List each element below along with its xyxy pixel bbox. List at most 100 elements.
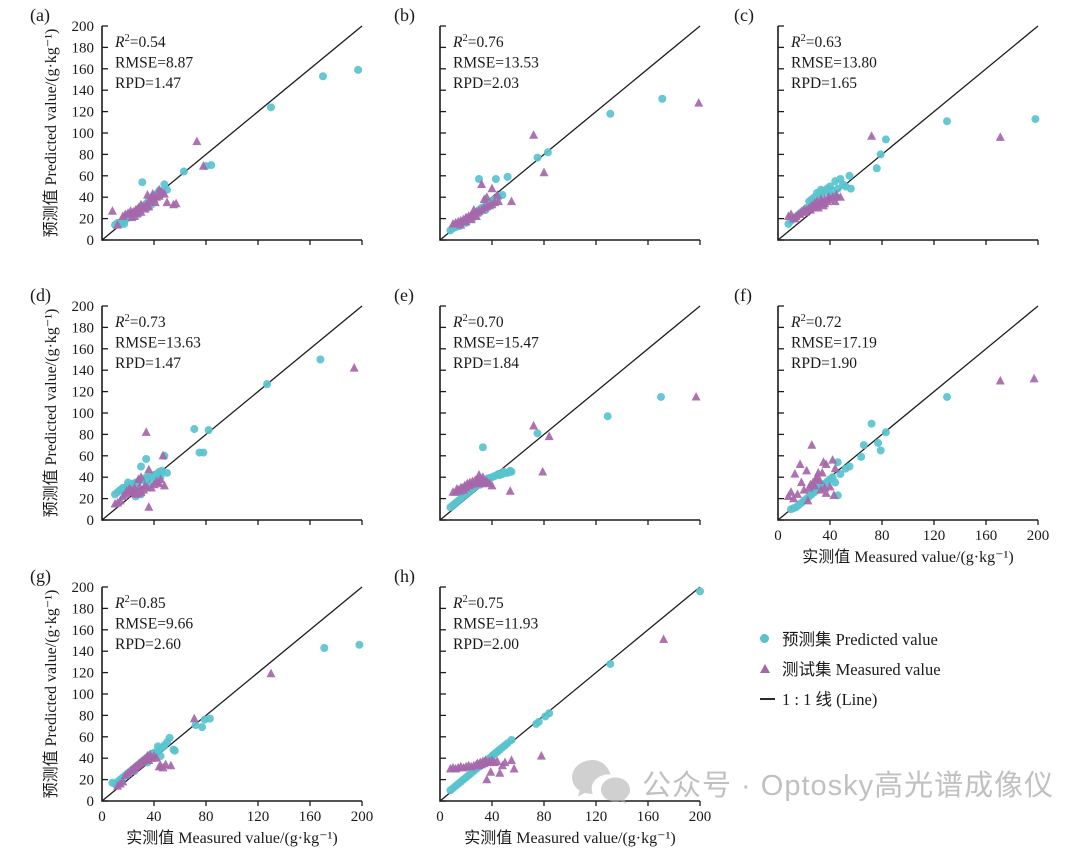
svg-text:0: 0 bbox=[87, 233, 95, 249]
stats-annotation: R2=0.75 RMSE=11.93 RPD=2.00 bbox=[452, 594, 539, 653]
panel-f: (f) 0 40 80 120 160 200 实测值 Measured value/(g·… bbox=[716, 280, 1075, 566]
svg-text:200: 200 bbox=[72, 580, 95, 596]
svg-text:60: 60 bbox=[79, 449, 94, 465]
measured-points bbox=[445, 634, 669, 784]
svg-text:160: 160 bbox=[975, 528, 998, 544]
panel-g: (g) 0 20 40 60 80 100 120 140 160 180 200 0 40 80 120 1… bbox=[0, 561, 373, 847]
svg-text:R2=0.85: R2=0.85 bbox=[114, 594, 166, 612]
svg-text:80: 80 bbox=[875, 528, 890, 544]
svg-text:200: 200 bbox=[72, 19, 95, 35]
svg-text:RMSE=15.47: RMSE=15.47 bbox=[453, 335, 539, 352]
svg-text:160: 160 bbox=[299, 809, 322, 825]
svg-text:80: 80 bbox=[79, 427, 94, 443]
svg-text:120: 120 bbox=[247, 809, 270, 825]
svg-text:120: 120 bbox=[72, 385, 95, 401]
legend-label: 测试集 Measured value bbox=[782, 660, 941, 679]
svg-text:180: 180 bbox=[72, 40, 95, 56]
measured-points bbox=[110, 363, 359, 511]
svg-text:R2=0.63: R2=0.63 bbox=[790, 33, 842, 51]
svg-text:R2=0.70: R2=0.70 bbox=[452, 313, 504, 331]
svg-text:40: 40 bbox=[823, 528, 838, 544]
svg-text:60: 60 bbox=[79, 169, 94, 185]
svg-text:RMSE=13.53: RMSE=13.53 bbox=[453, 55, 539, 72]
panel-e: (e) R2=0.70 RMSE=15.47 RPD=1.84 bbox=[358, 280, 716, 561]
panel-label-g: (g) bbox=[30, 566, 51, 586]
legend-label: 1 : 1 线 (Line) bbox=[782, 690, 878, 709]
svg-text:0: 0 bbox=[98, 809, 106, 825]
svg-text:120: 120 bbox=[72, 105, 95, 121]
scatter-chart-c: R2=0.63 RMSE=13.80 RPD=1.65 bbox=[777, 25, 1040, 245]
svg-text:140: 140 bbox=[72, 363, 95, 379]
svg-text:200: 200 bbox=[689, 809, 712, 825]
panel-label-c: (c) bbox=[734, 5, 754, 25]
predicted-points bbox=[446, 392, 665, 512]
svg-text:160: 160 bbox=[72, 623, 95, 639]
y-axis-title: 预测值 Predicted value/(g·kg⁻¹) bbox=[42, 29, 60, 238]
svg-text:0: 0 bbox=[87, 513, 95, 529]
y-tick-labels: 0 20 40 60 80 100 120 140 160 180 200 bbox=[72, 580, 95, 810]
svg-text:100: 100 bbox=[72, 126, 95, 142]
svg-text:RPD=1.47: RPD=1.47 bbox=[115, 75, 181, 92]
panel-a: (a) 0 20 40 60 80 100 120 140 160 180 200 预测值 Predi… bbox=[0, 0, 363, 280]
scatter-chart-f: 0 40 80 120 160 200 实测值 Measured value/(g·kg⁻¹… bbox=[774, 305, 1049, 566]
svg-text:160: 160 bbox=[72, 342, 95, 358]
svg-text:40: 40 bbox=[147, 809, 162, 825]
svg-text:R2=0.54: R2=0.54 bbox=[114, 33, 166, 51]
svg-text:200: 200 bbox=[72, 299, 95, 315]
measured-points bbox=[107, 136, 208, 229]
svg-text:80: 80 bbox=[79, 708, 94, 724]
svg-text:200: 200 bbox=[1027, 528, 1050, 544]
svg-text:R2=0.75: R2=0.75 bbox=[452, 594, 504, 612]
y-axis-title: 预测值 Predicted value/(g·kg⁻¹) bbox=[42, 309, 60, 518]
panel-b: (b) R2=0.76 RMSE=13.53 RPD=2.03 bbox=[358, 0, 716, 280]
x-axis-title: 实测值 Measured value/(g·kg⁻¹) bbox=[802, 548, 1013, 566]
stats-annotation: R2=0.72 RMSE=17.19 RPD=1.90 bbox=[790, 313, 877, 372]
predicted-points bbox=[787, 392, 951, 514]
svg-text:140: 140 bbox=[72, 83, 95, 99]
measured-points bbox=[783, 131, 1005, 223]
svg-text:160: 160 bbox=[637, 809, 660, 825]
y-tick-labels: 0 20 40 60 80 100 120 140 160 180 200 bbox=[72, 299, 95, 529]
svg-text:100: 100 bbox=[72, 406, 95, 422]
svg-text:120: 120 bbox=[72, 666, 95, 682]
panel-label-a: (a) bbox=[30, 5, 50, 25]
scatter-chart-d: 0 20 40 60 80 100 120 140 160 180 200 预测值 Predicted… bbox=[42, 299, 363, 529]
panel-label-e: (e) bbox=[394, 285, 414, 305]
panel-h: (h) 0 40 80 120 160 200 实测值 Measured value/(g·… bbox=[358, 561, 716, 847]
measured-points bbox=[448, 98, 704, 229]
measured-points bbox=[783, 373, 1039, 505]
svg-text:RPD=1.47: RPD=1.47 bbox=[115, 355, 181, 372]
panel-c: (c) R2=0.63 RMSE=13.80 RPD=1.65 bbox=[716, 0, 1075, 280]
panel-d: (d) 0 20 40 60 80 100 120 140 160 180 200 预测值 Predi… bbox=[0, 280, 363, 561]
stats-annotation: R2=0.85 RMSE=9.66 RPD=2.60 bbox=[114, 594, 193, 653]
svg-text:RPD=2.00: RPD=2.00 bbox=[453, 636, 519, 653]
stats-annotation: R2=0.70 RMSE=15.47 RPD=1.84 bbox=[452, 313, 539, 372]
svg-text:RMSE=11.93: RMSE=11.93 bbox=[453, 616, 539, 633]
svg-text:120: 120 bbox=[585, 809, 608, 825]
stats-annotation: R2=0.76 RMSE=13.53 RPD=2.03 bbox=[452, 33, 539, 92]
svg-text:R2=0.72: R2=0.72 bbox=[790, 313, 842, 331]
scatter-chart-a: 0 20 40 60 80 100 120 140 160 180 200 预测值 Predicted… bbox=[42, 19, 363, 249]
svg-text:140: 140 bbox=[72, 644, 95, 660]
legend-label: 预测集 Predicted value bbox=[782, 630, 938, 649]
svg-text:80: 80 bbox=[79, 147, 94, 163]
svg-text:40: 40 bbox=[79, 751, 94, 767]
x-tick-labels: 0 40 80 120 160 200 bbox=[774, 528, 1049, 544]
svg-text:160: 160 bbox=[72, 62, 95, 78]
one-to-one-line-icon bbox=[760, 688, 782, 708]
panel-label-h: (h) bbox=[394, 566, 415, 586]
svg-text:0: 0 bbox=[774, 528, 782, 544]
svg-text:RPD=2.60: RPD=2.60 bbox=[115, 636, 181, 653]
legend-item-measured: 测试集 Measured value bbox=[760, 653, 1075, 683]
legend-item-predicted: 预测集 Predicted value bbox=[760, 623, 1075, 653]
scatter-chart-g: 0 20 40 60 80 100 120 140 160 180 200 0 40 80 120 160 20… bbox=[42, 580, 373, 847]
svg-text:40: 40 bbox=[79, 190, 94, 206]
x-tick-labels: 0 40 80 120 160 200 bbox=[436, 809, 711, 825]
predicted-points bbox=[784, 115, 1040, 228]
svg-text:180: 180 bbox=[72, 320, 95, 336]
x-tick-labels: 0 40 80 120 160 200 bbox=[98, 809, 373, 825]
y-axis-title: 预测值 Predicted value/(g·kg⁻¹) bbox=[42, 590, 60, 799]
scatter-chart-b: R2=0.76 RMSE=13.53 RPD=2.03 bbox=[439, 25, 704, 245]
svg-text:20: 20 bbox=[79, 492, 94, 508]
